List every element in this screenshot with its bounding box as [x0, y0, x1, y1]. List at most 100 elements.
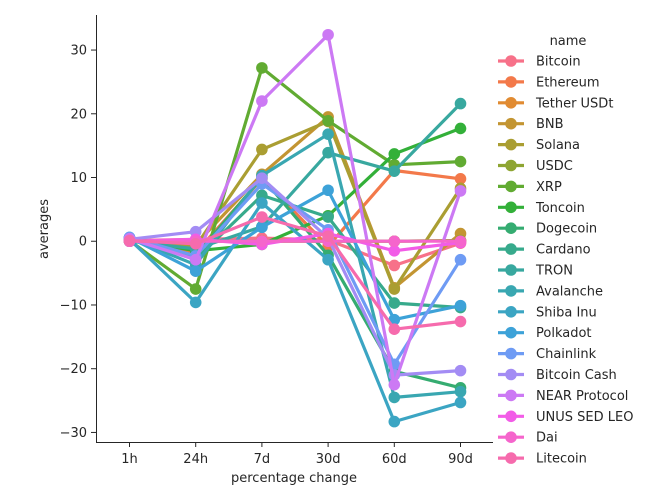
- legend-item: Ethereum: [498, 75, 600, 90]
- legend-item: Bitcoin: [498, 55, 581, 70]
- x-tick-label: 24h: [183, 452, 208, 467]
- legend-item: Tether USDt: [498, 96, 613, 111]
- y-tick-label: 20: [70, 107, 87, 122]
- x-tick-label: 1h: [121, 452, 138, 467]
- plot-area: [123, 28, 467, 428]
- legend-label: Ethereum: [536, 75, 600, 90]
- legend-item: Bitcoin Cash: [498, 368, 617, 383]
- legend-marker: [505, 97, 517, 109]
- legend-marker: [505, 159, 517, 172]
- data-point: [388, 148, 401, 160]
- legend-marker: [505, 431, 517, 444]
- legend-label: Cardano: [536, 243, 591, 258]
- x-tick-label: 90d: [448, 452, 473, 467]
- data-point: [454, 253, 467, 266]
- legend-item: Solana: [498, 138, 580, 153]
- legend-label: Dogecoin: [536, 222, 597, 237]
- legend-label: UNUS SED LEO: [536, 410, 633, 425]
- data-point: [454, 235, 467, 248]
- y-tick-label: −30: [60, 426, 87, 441]
- data-point: [256, 197, 268, 209]
- legend-marker: [505, 326, 517, 339]
- data-point: [189, 265, 202, 278]
- legend-marker: [505, 368, 517, 381]
- legend-marker: [505, 410, 517, 423]
- data-point: [123, 234, 136, 247]
- data-point: [454, 364, 467, 377]
- data-point: [454, 155, 467, 168]
- series-litecoin: [123, 211, 467, 335]
- legend-marker: [505, 138, 517, 151]
- legend-label: Chainlink: [536, 347, 597, 362]
- legend: name Bitcoin Ethereum Tether USDt BNB Solana…: [498, 34, 633, 467]
- legend-label: Bitcoin Cash: [536, 368, 617, 383]
- legend-item: NEAR Protocol: [498, 389, 628, 404]
- data-point: [454, 315, 467, 328]
- legend-label: Solana: [536, 138, 580, 153]
- data-point: [388, 235, 401, 248]
- legend-marker: [505, 201, 517, 214]
- series-line: [128, 132, 461, 399]
- data-point: [388, 165, 401, 177]
- data-point: [388, 391, 401, 404]
- series-line: [129, 168, 461, 255]
- legend-item: Toncoin: [498, 201, 585, 216]
- y-tick-label: −10: [60, 298, 87, 313]
- data-point: [454, 385, 467, 398]
- axes: [96, 15, 493, 443]
- data-point: [256, 211, 268, 223]
- legend-label: Dai: [536, 431, 558, 446]
- data-point: [388, 283, 401, 295]
- data-point: [454, 122, 467, 135]
- series-near-protocol: [123, 28, 467, 391]
- data-point: [256, 172, 268, 184]
- data-point: [454, 299, 467, 312]
- y-tick-label: −20: [60, 362, 87, 377]
- data-point: [454, 97, 467, 110]
- legend-marker: [505, 285, 517, 297]
- series-bitcoin-cash: [123, 172, 467, 381]
- legend-label: Toncoin: [535, 201, 585, 216]
- data-point: [388, 245, 401, 257]
- y-ticks: −30 −20 −10 0 10 20 30: [60, 44, 96, 441]
- legend-marker: [505, 55, 517, 67]
- legend-label: USDC: [536, 159, 573, 174]
- legend-marker: [505, 347, 517, 360]
- legend-label: BNB: [536, 117, 564, 132]
- data-point: [189, 283, 202, 295]
- series-bnb: [123, 111, 467, 294]
- data-point: [388, 297, 401, 309]
- legend-marker: [505, 76, 517, 88]
- series-line: [129, 33, 463, 387]
- data-point: [322, 230, 334, 242]
- series-line: [128, 66, 461, 291]
- legend-item: UNUS SED LEO: [498, 410, 633, 425]
- legend-item: Dai: [498, 431, 558, 446]
- data-point: [388, 259, 401, 272]
- legend-item: BNB: [498, 117, 564, 132]
- legend-marker: [505, 222, 517, 234]
- legend-label: Polkadot: [536, 326, 592, 341]
- series-shiba-inu: [123, 197, 467, 428]
- data-point: [256, 62, 268, 74]
- legend-label: Avalanche: [536, 284, 603, 299]
- legend-marker: [505, 264, 517, 276]
- series-line: [129, 119, 462, 291]
- legend-marker: [505, 452, 517, 464]
- legend-marker: [505, 306, 517, 318]
- data-point: [454, 396, 467, 409]
- data-point: [322, 253, 334, 266]
- data-point: [322, 211, 334, 223]
- data-point: [322, 28, 334, 41]
- legend-item: Cardano: [498, 243, 591, 258]
- data-point: [189, 237, 202, 250]
- data-point: [388, 323, 401, 335]
- x-axis-label: percentage change: [231, 471, 357, 486]
- data-point: [322, 128, 334, 140]
- y-tick-label: 30: [70, 44, 87, 59]
- data-point: [388, 378, 401, 391]
- data-point: [256, 143, 268, 156]
- legend-marker: [505, 117, 517, 130]
- legend-items: Bitcoin Ethereum Tether USDt BNB Solana USDC X…: [498, 55, 633, 467]
